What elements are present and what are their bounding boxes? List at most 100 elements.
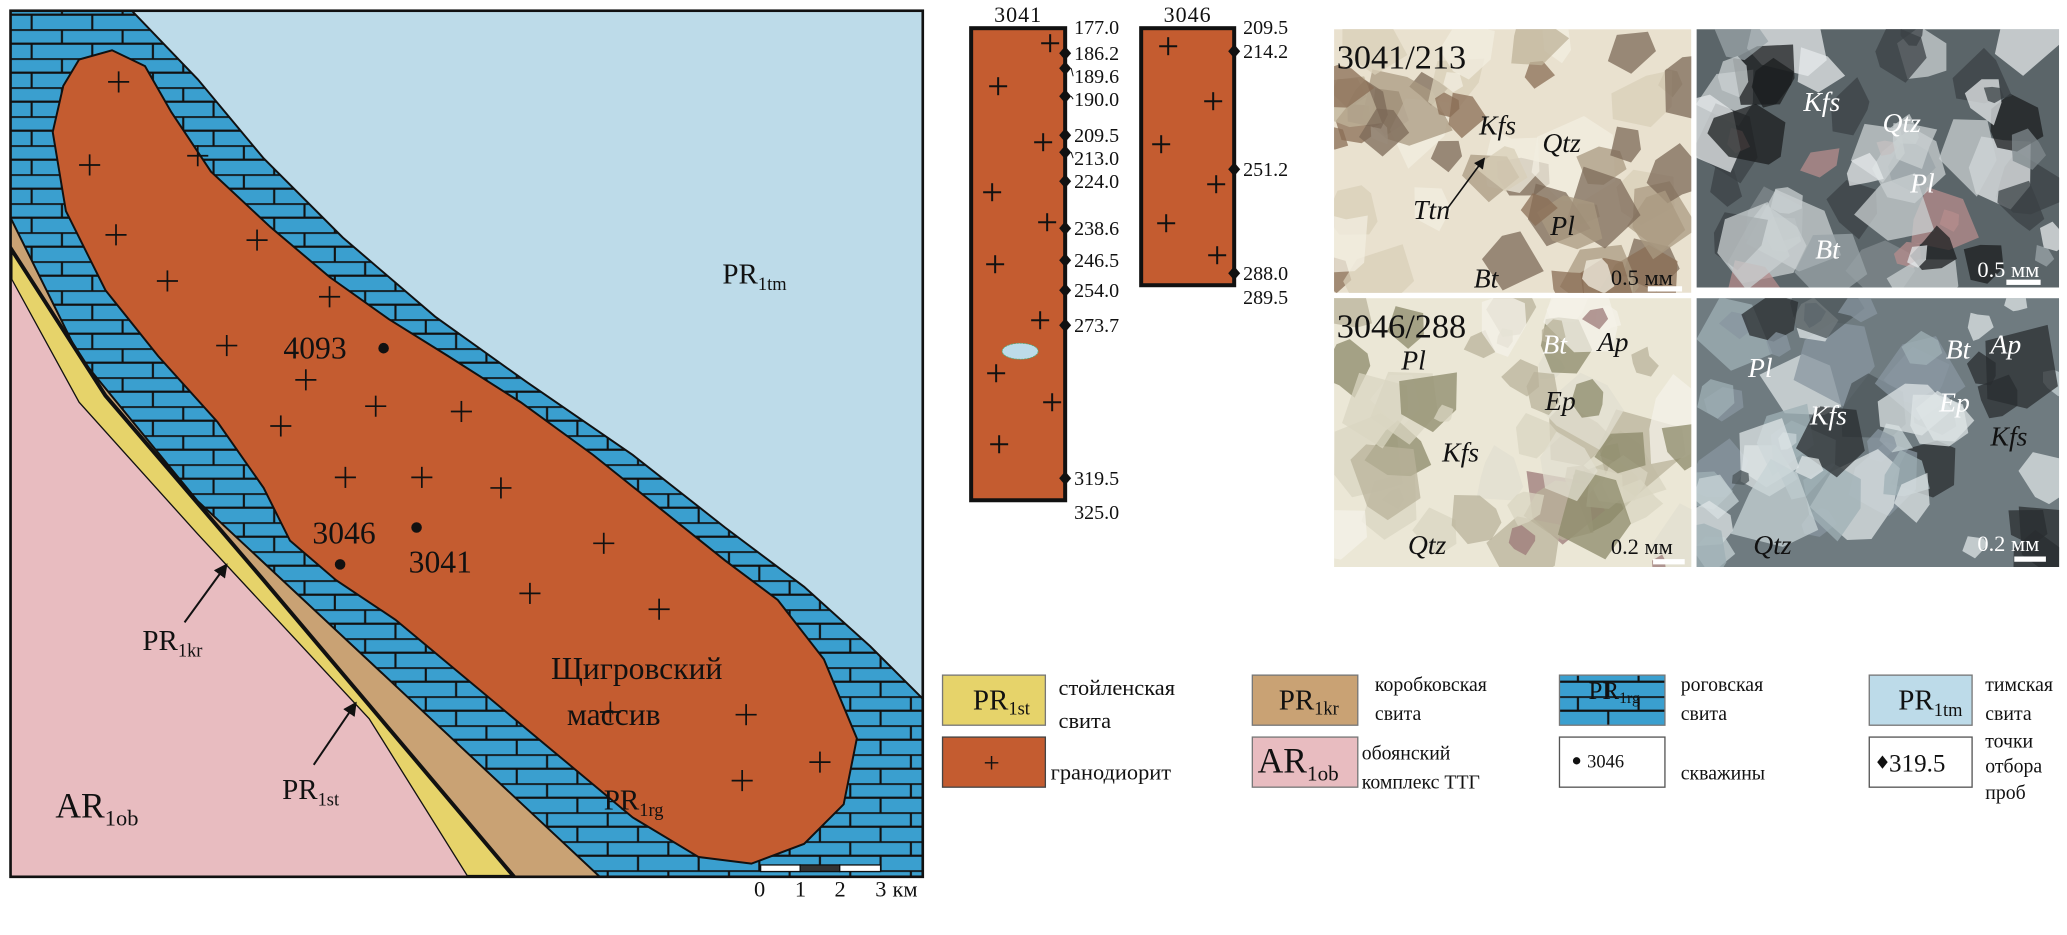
massif-name-line2: массив: [567, 697, 661, 732]
legend-symbol-sample: 319.5: [1889, 750, 1945, 777]
sample-depth-label: 246.5: [1074, 250, 1119, 272]
sample-depth-label: 288.0: [1243, 263, 1288, 285]
legend-symbol-korobkovskaya: PR1kr: [1279, 684, 1339, 718]
arrow-korobkovskaya: [183, 563, 228, 623]
sample-depth-label: 238.6: [1074, 218, 1119, 240]
scale-tick-1: 1: [795, 877, 806, 902]
well-3041-label: 3041: [409, 544, 472, 579]
mineral-label: Ep: [1544, 385, 1576, 416]
mineral-label: Bt: [1815, 234, 1841, 265]
cross-icon: [270, 415, 292, 437]
micrograph-texture: [1696, 29, 2060, 288]
well-4093-marker: [378, 342, 389, 354]
legend-text: роговская: [1681, 674, 1763, 696]
well-4093-label: 4093: [283, 331, 346, 366]
sample-diamond-icon: [1059, 145, 1072, 160]
photo-3046-288-ppl: 3046/288 Pl Bt Ap Ep Kfs Qtz 0.2 мм: [1334, 298, 1692, 568]
mineral-label: Kfs: [1441, 437, 1479, 468]
cross-icon: [216, 335, 238, 357]
cross-icon: [450, 400, 472, 423]
mineral-label: Ap: [1596, 326, 1629, 357]
sample-depth-label: 214.2: [1243, 41, 1288, 63]
mineral-label: Pl: [1549, 210, 1575, 241]
legend-symbol-oboyan: AR1ob: [1258, 741, 1339, 786]
sample-depth-label: 186.2: [1074, 43, 1119, 65]
shchigry-massif: [51, 49, 858, 865]
geological-map: [10, 10, 923, 877]
sample-depth-label: 273.7: [1074, 315, 1119, 337]
legend-text: свита: [1985, 703, 2032, 725]
column-body: [1139, 26, 1237, 288]
photo-scale-label: 0.2 мм: [1611, 534, 1673, 559]
mineral-label: Qtz: [1753, 529, 1792, 560]
cross-icon: [105, 224, 127, 246]
mineral-label: Kfs: [1478, 110, 1516, 141]
sample-diamond-icon: [1059, 61, 1072, 76]
sample-diamond-icon: [1059, 221, 1072, 236]
cross-icon: [365, 395, 387, 417]
scale-tick-2: 2: [834, 877, 845, 902]
photo-scale-label: 0.2 мм: [1977, 531, 2039, 556]
photo-3041-213-ppl: 3041/213 Kfs Qtz Ttn Pl Bt 0.5 мм: [1334, 29, 1692, 293]
label-stoilenskaya: PR1st: [282, 774, 340, 810]
cross-icon: [648, 598, 670, 620]
mineral-label: Ep: [1938, 386, 1970, 417]
scale-tick-3: 3: [875, 877, 886, 902]
sample-depth-label: 189.6: [1074, 66, 1119, 88]
label-korobkovskaya: PR1kr: [142, 625, 202, 661]
scale-unit: км: [892, 877, 917, 902]
photo-3041-213-xpl: Kfs Qtz Pl Bt 0.5 мм: [1696, 29, 2060, 288]
column-top-depth: 209.5: [1243, 17, 1288, 39]
legend-text: скважины: [1681, 762, 1765, 784]
cross-icon: [1207, 175, 1226, 194]
micrograph-texture: [1334, 298, 1692, 568]
sample-depth-label: 190.0: [1074, 89, 1119, 111]
cross-icon: [1038, 213, 1057, 232]
legend-text: стойленская: [1059, 675, 1176, 700]
massif-name-line1: Щигровский: [551, 651, 722, 686]
cross-icon: [519, 582, 541, 604]
legend-well-dot-icon: [1572, 757, 1581, 765]
sample-diamond-icon: [1228, 44, 1241, 59]
map-frame: [9, 9, 925, 879]
cross-icon: [989, 77, 1008, 96]
legend-sample-diamond-icon: [1877, 755, 1888, 769]
cross-icon: [599, 701, 621, 723]
legend-text: обоянский: [1362, 742, 1451, 764]
cross-icon: [1034, 133, 1053, 152]
cross-icon: [295, 369, 317, 391]
legend-text: проб: [1985, 782, 2025, 804]
sample-diamond-icon: [1059, 128, 1072, 143]
sample-diamond-icon: [1059, 318, 1072, 333]
label-oboyan: AR1ob: [55, 785, 138, 830]
sample-diamond-icon: [1059, 89, 1072, 104]
legend-text: комплекс ТТГ: [1362, 771, 1480, 793]
mineral-label: Ttn: [1413, 194, 1450, 225]
legend-symbol-stoilenskaya: PR1st: [973, 684, 1031, 718]
legend-text: свита: [1059, 708, 1112, 733]
unit-oboyan-area: [10, 276, 469, 877]
sample-diamond-icon: [1228, 266, 1241, 281]
cross-icon: [593, 532, 615, 554]
legend-symbol-granodiorite: +: [983, 748, 999, 780]
cross-icon: [319, 286, 341, 308]
cross-icon: [1031, 311, 1050, 330]
cross-icon: [1204, 92, 1223, 111]
legend-symbol-timskaya: PR1tm: [1898, 684, 1963, 720]
cross-icon: [1152, 135, 1171, 154]
legend-text: свита: [1375, 703, 1422, 725]
scale-bar: 0 1 2 3 км: [754, 864, 918, 902]
granodiorite-cross-pattern: [79, 71, 831, 792]
cross-icon: [735, 704, 757, 726]
legend-symbol-rogovskaya: PR1rg: [1588, 678, 1639, 707]
cross-icon: [1043, 393, 1062, 412]
legend-text: точки: [1985, 731, 2033, 753]
cross-icon: [79, 154, 101, 176]
mineral-label: Pl: [1400, 344, 1426, 375]
mineral-label: Qtz: [1542, 127, 1581, 158]
cross-icon: [1159, 37, 1178, 56]
column-title: 3046: [1164, 2, 1212, 27]
cross-icon: [334, 466, 356, 488]
